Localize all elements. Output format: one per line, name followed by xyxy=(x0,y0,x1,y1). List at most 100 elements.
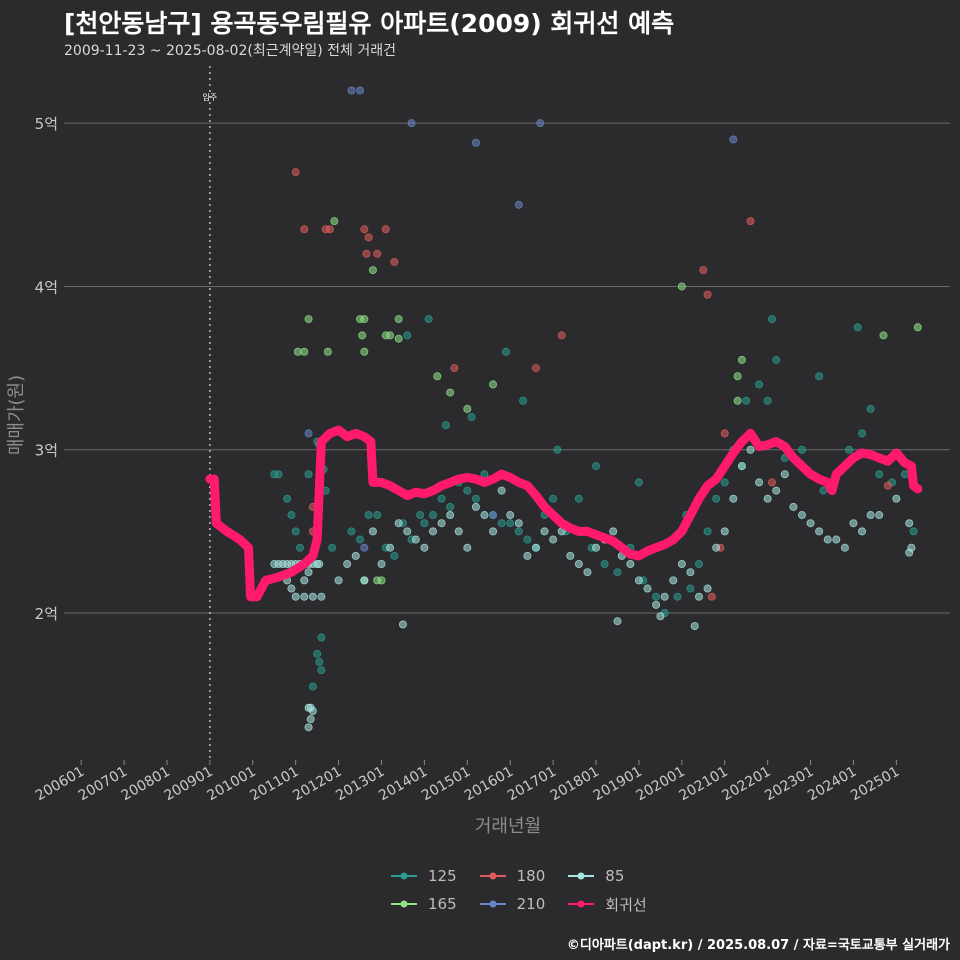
point-85 xyxy=(720,527,729,536)
point-85 xyxy=(300,592,309,601)
point-180 xyxy=(326,225,335,234)
point-85 xyxy=(840,543,849,552)
point-85 xyxy=(308,592,317,601)
point-210 xyxy=(407,119,416,128)
point-85 xyxy=(420,543,429,552)
point-85 xyxy=(690,622,699,631)
point-125 xyxy=(767,315,776,324)
point-85 xyxy=(531,543,540,552)
legend-label: 165 xyxy=(428,895,457,913)
point-180 xyxy=(703,290,712,299)
point-125 xyxy=(364,511,373,520)
point-85 xyxy=(514,519,523,528)
point-125 xyxy=(514,527,523,536)
point-85 xyxy=(712,543,721,552)
y-tick-label: 2억 xyxy=(35,605,58,623)
point-85 xyxy=(583,568,592,577)
x-tick-label: 201201 xyxy=(290,764,344,805)
point-180 xyxy=(362,249,371,258)
point-125 xyxy=(304,470,313,479)
point-125 xyxy=(317,666,326,675)
point-210 xyxy=(729,135,738,144)
point-85 xyxy=(549,535,558,544)
point-125 xyxy=(797,445,806,454)
points-layer xyxy=(270,86,922,732)
x-tick-label: 202301 xyxy=(762,764,816,805)
x-tick-label: 200901 xyxy=(162,764,216,805)
point-125 xyxy=(900,470,909,479)
point-85 xyxy=(695,592,704,601)
point-85 xyxy=(463,543,472,552)
point-85 xyxy=(609,527,618,536)
point-85 xyxy=(368,527,377,536)
point-125 xyxy=(467,413,476,422)
point-165 xyxy=(330,217,339,226)
y-tick-label: 4억 xyxy=(35,278,58,296)
point-125 xyxy=(875,470,884,479)
point-85 xyxy=(403,527,412,536)
point-85 xyxy=(386,543,395,552)
legend-label: 회귀선 xyxy=(605,895,647,914)
point-210 xyxy=(356,86,365,95)
point-125 xyxy=(613,568,622,577)
legend-key-icon xyxy=(568,900,595,908)
point-125 xyxy=(471,494,480,503)
point-85 xyxy=(815,527,824,536)
point-180 xyxy=(360,225,369,234)
legend-item-125: 125 xyxy=(390,866,457,886)
legend-item-165: 165 xyxy=(390,894,457,914)
point-85 xyxy=(287,584,296,593)
point-180 xyxy=(720,429,729,438)
move-in-line-layer: 입주 xyxy=(203,66,217,760)
point-180 xyxy=(291,168,300,177)
point-85 xyxy=(304,568,313,577)
point-165 xyxy=(489,380,498,389)
point-125 xyxy=(416,511,425,520)
point-125 xyxy=(652,592,661,601)
point-165 xyxy=(360,347,369,356)
regression-line xyxy=(205,425,923,602)
x-tick-label: 202401 xyxy=(805,764,859,805)
point-125 xyxy=(858,429,867,438)
point-125 xyxy=(523,535,532,544)
legend-key-icon xyxy=(479,900,506,908)
point-85 xyxy=(772,486,781,495)
point-125 xyxy=(347,527,356,536)
point-85 xyxy=(806,519,815,528)
point-165 xyxy=(394,334,403,343)
point-210 xyxy=(347,86,356,95)
point-125 xyxy=(390,551,399,560)
point-125 xyxy=(703,527,712,536)
point-85 xyxy=(634,576,643,585)
point-85 xyxy=(686,568,695,577)
point-85 xyxy=(306,715,315,724)
point-125 xyxy=(755,380,764,389)
point-180 xyxy=(390,257,399,266)
legend-item-회귀선: 회귀선 xyxy=(567,894,647,914)
point-85 xyxy=(398,620,407,629)
x-tick-label: 201301 xyxy=(333,764,387,805)
regression-layer xyxy=(205,425,923,602)
point-85 xyxy=(343,560,352,569)
point-210 xyxy=(360,543,369,552)
point-125 xyxy=(328,543,337,552)
point-210 xyxy=(514,200,523,209)
point-85 xyxy=(497,486,506,495)
point-210 xyxy=(536,119,545,128)
legend: 125 180 85 165 210 회귀선 xyxy=(390,866,647,914)
point-85 xyxy=(454,527,463,536)
point-85 xyxy=(677,560,686,569)
point-125 xyxy=(291,527,300,536)
point-85 xyxy=(866,511,875,520)
x-tick-label: 202101 xyxy=(676,764,730,805)
point-180 xyxy=(381,225,390,234)
y-tick-label: 5억 xyxy=(35,115,58,133)
point-125 xyxy=(287,511,296,520)
legend-key-icon xyxy=(391,900,417,908)
x-axis-title: 거래년월 xyxy=(475,816,541,837)
point-85 xyxy=(905,519,914,528)
point-85 xyxy=(669,576,678,585)
point-125 xyxy=(420,519,429,528)
point-125 xyxy=(373,511,382,520)
point-85 xyxy=(394,519,403,528)
